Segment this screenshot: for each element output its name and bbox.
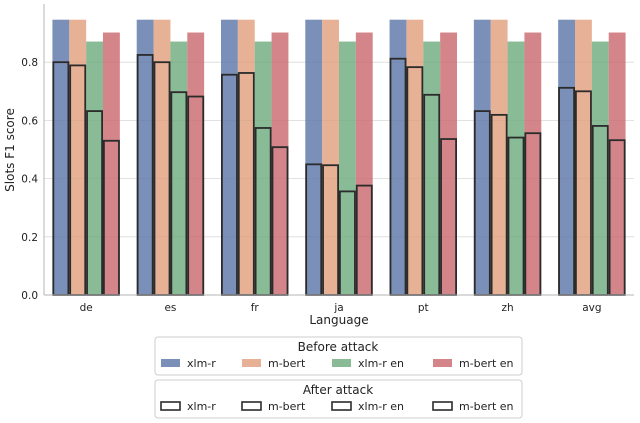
bar-before-m-bert-en <box>355 32 373 295</box>
legend-title: After attack <box>303 383 373 397</box>
legend-swatch <box>433 359 452 367</box>
legend-label: m-bert en <box>459 357 514 370</box>
x-tick-label: de <box>80 302 93 314</box>
bar-before-m-bert <box>69 19 87 296</box>
bar-before-xlm-r-en <box>507 41 525 295</box>
bar-before-m-bert-en <box>524 32 542 295</box>
x-tick-label: pt <box>418 302 429 314</box>
bar-before-m-bert-en <box>440 32 457 295</box>
bars-before-attack <box>52 19 626 296</box>
bar-before-xlm-r-en <box>86 41 103 295</box>
bar-before-xlm-r <box>221 19 238 296</box>
y-axis-label: Slots F1 score <box>3 108 17 192</box>
bar-before-xlm-r-en <box>339 41 356 295</box>
x-tick-label: ja <box>333 302 343 314</box>
bar-before-m-bert <box>575 19 592 296</box>
x-tick-label: fr <box>251 302 260 314</box>
bar-before-xlm-r-en <box>254 41 272 295</box>
bar-before-m-bert <box>153 19 171 296</box>
legend-label: xlm-r <box>187 357 216 370</box>
legend-after-attack: After attack xlm-r m-bert xlm-r en m-bert e… <box>154 379 523 419</box>
bar-before-m-bert <box>237 19 255 296</box>
legend-label: xlm-r <box>187 400 216 413</box>
bar-before-m-bert-en <box>608 32 626 295</box>
bar-before-xlm-r <box>473 19 491 296</box>
bar-before-xlm-r-en <box>423 41 441 295</box>
bar-before-m-bert <box>406 19 424 296</box>
legend-label: xlm-r en <box>358 400 404 413</box>
x-tick-label: zh <box>501 302 513 314</box>
legend-swatch <box>432 401 453 411</box>
legend-label: xlm-r en <box>358 357 404 370</box>
legend-frame <box>154 379 523 419</box>
y-tick-label: 0.2 <box>21 232 38 244</box>
legend-swatch <box>241 401 262 411</box>
bar-before-xlm-r <box>558 19 575 296</box>
bar-before-m-bert-en <box>103 32 120 295</box>
bar-before-m-bert-en <box>187 32 205 295</box>
bar-before-xlm-r <box>136 19 154 296</box>
y-tick-label: 0.4 <box>21 174 38 186</box>
legend-swatch <box>242 359 261 367</box>
axes <box>43 4 634 296</box>
bar-before-xlm-r-en <box>591 41 609 295</box>
legend-label: m-bert <box>268 400 306 413</box>
legend-swatch <box>331 401 352 411</box>
x-tick-label: es <box>164 302 176 314</box>
y-tick-label: 0.0 <box>21 290 38 302</box>
bar-before-xlm-r <box>52 19 70 296</box>
bar-before-xlm-r <box>389 19 407 296</box>
bar-before-xlm-r <box>305 19 323 296</box>
x-axis-label: Language <box>309 313 368 327</box>
x-tick-label: avg <box>582 302 601 314</box>
legend-swatch <box>160 401 181 411</box>
y-tick-label: 0.8 <box>21 57 38 69</box>
legend-swatch <box>161 359 180 367</box>
bar-before-m-bert-en <box>271 32 289 295</box>
x-tick-labels: de es fr ja pt zh avg <box>80 302 602 314</box>
bar-before-m-bert <box>490 19 508 296</box>
legend-swatch <box>332 359 351 367</box>
bar-before-xlm-r-en <box>170 41 188 295</box>
legend-label: m-bert <box>268 357 306 370</box>
legend-label: m-bert en <box>459 400 514 413</box>
y-tick-label: 0.6 <box>21 115 38 127</box>
legend-before-attack: Before attack xlm-r m-bert xlm-r en m-bert … <box>154 336 523 376</box>
bar-before-m-bert <box>322 19 339 296</box>
y-tick-labels: 0.0 0.2 0.4 0.6 0.8 <box>21 57 38 302</box>
legend-title: Before attack <box>298 340 379 354</box>
